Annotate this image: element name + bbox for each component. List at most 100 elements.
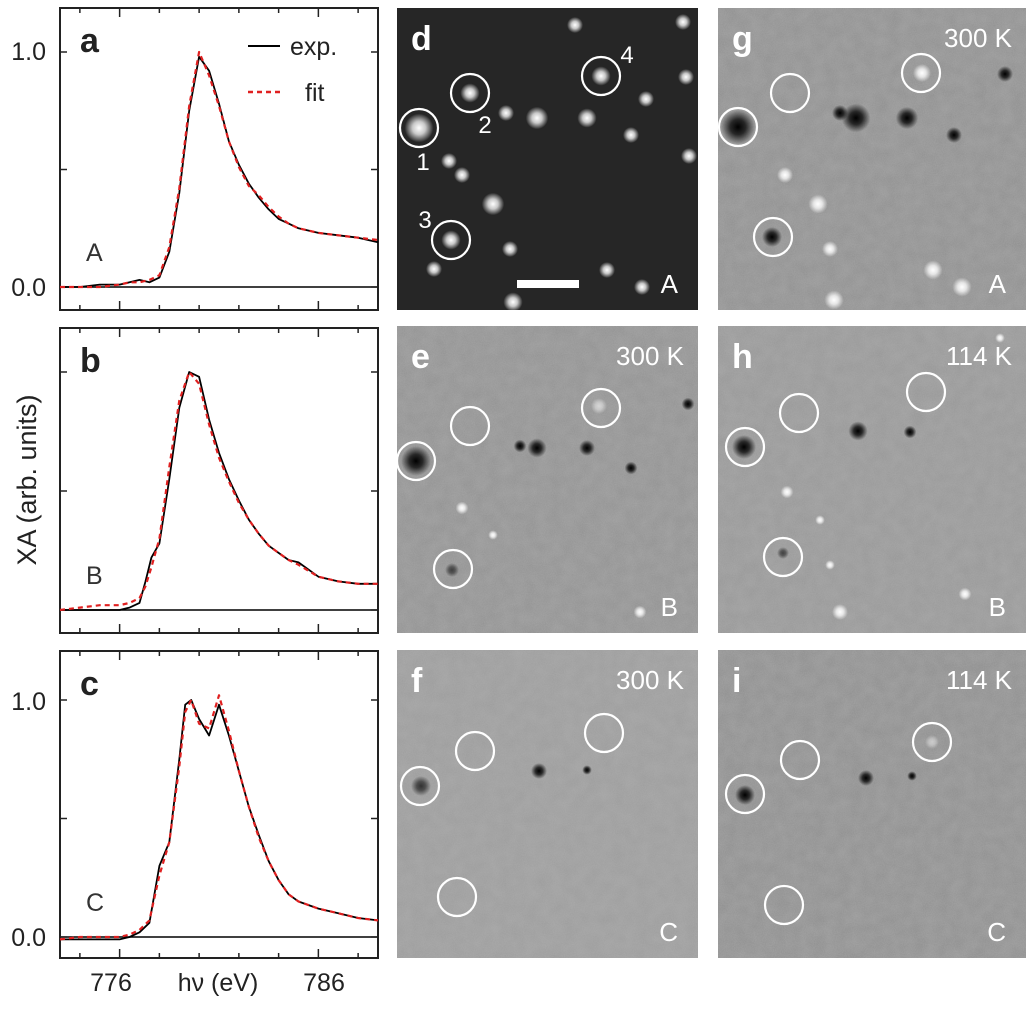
bright-spot (638, 91, 654, 107)
panel-letter-g: g (732, 20, 753, 58)
legend-exp-label: exp. (290, 33, 337, 61)
image-noise (718, 650, 1026, 958)
dark-spot (895, 106, 919, 130)
bright-spot (441, 230, 461, 250)
bright-spot (503, 292, 523, 312)
spectrum-panel-a: aA (60, 8, 379, 310)
series-fit-c (59, 694, 379, 941)
image-noise (397, 650, 698, 958)
spectrum-panel-c: cC (59, 651, 379, 958)
region-label-a: A (86, 239, 103, 267)
x-axis-label: hν (eV) (178, 969, 259, 997)
bright-spot (815, 515, 825, 525)
region-label-b: B (86, 562, 103, 590)
image-panel-h: h 114 K B (718, 326, 1026, 633)
panel-letter-i: i (732, 662, 741, 700)
series-fit-a (60, 50, 379, 289)
image-panel-e: e 300 K B (395, 326, 698, 633)
site-circle-3 (762, 536, 804, 578)
panel-letter-d: d (411, 20, 432, 58)
site-number-4: 4 (620, 42, 633, 69)
region-label-h: B (989, 592, 1006, 622)
y-tick-0-c: 0.0 (11, 924, 46, 952)
dark-spot (582, 765, 592, 775)
region-label-c: C (86, 889, 104, 917)
panel-letter-h: h (732, 338, 753, 376)
bright-spot (675, 14, 691, 30)
temperature-label-g: 300 K (944, 23, 1013, 53)
dark-spot (513, 439, 527, 453)
bright-spot (455, 501, 469, 515)
bright-spot (832, 604, 848, 620)
bright-spot (454, 167, 470, 183)
site-circle-3 (763, 884, 805, 926)
legend-fit-label: fit (305, 79, 325, 107)
bright-spot (923, 260, 943, 280)
bright-spot (488, 530, 498, 540)
x-tick-776: 776 (90, 969, 132, 997)
image-panel-d: 1 2 3 4 d A (397, 8, 698, 312)
panel-letter-a: a (80, 22, 100, 60)
bright-spot (441, 153, 457, 169)
panel-letter-c: c (80, 665, 99, 703)
image-noise (397, 326, 698, 633)
bright-spot (498, 105, 514, 121)
dark-spot (946, 127, 962, 143)
site-circle-4 (900, 52, 942, 94)
site-circle-4 (583, 712, 625, 754)
bright-spot (995, 333, 1005, 343)
site-circle-1 (724, 426, 766, 468)
series-exp-c (60, 699, 379, 941)
panel-a-frame (59, 7, 379, 311)
dark-spot (735, 785, 755, 805)
bright-spot (577, 108, 597, 128)
region-label-d: A (661, 269, 679, 299)
site-circle-1 (398, 107, 440, 149)
temperature-label-h: 114 K (946, 341, 1013, 371)
bright-spot (481, 192, 505, 216)
panel-letter-b: b (80, 342, 101, 380)
bright-spot (599, 262, 615, 278)
site-circle-3 (436, 876, 478, 918)
y-axis-label: XA (arb. units) (12, 394, 42, 565)
dark-spot (848, 421, 868, 441)
site-circle-2 (769, 72, 811, 114)
site-circle-2 (449, 405, 491, 447)
site-circle-2 (449, 72, 491, 114)
site-circle-2 (454, 730, 496, 772)
panel-letter-e: e (411, 338, 430, 376)
bright-spot (825, 560, 835, 570)
bright-spot (525, 106, 549, 130)
region-label-g: A (989, 269, 1007, 299)
site-circle-3 (430, 219, 472, 261)
x-tick-786: 786 (303, 969, 345, 997)
dark-spot (624, 461, 638, 475)
bright-spot (426, 261, 442, 277)
dark-spot (579, 440, 595, 456)
image-panel-f: f 300 K C (397, 650, 698, 958)
site-number-3: 3 (418, 207, 431, 234)
dark-spot (997, 66, 1013, 82)
dark-spot (907, 771, 917, 781)
images-layer: 1 2 3 4 d Ae 300 K Bf 300 K Cg 300 K Ah 114 K Bi 114 K… (395, 8, 1026, 958)
bright-spot (623, 127, 639, 143)
panel-letter-f: f (411, 662, 423, 700)
y-tick-1-c: 1.0 (11, 688, 46, 716)
bright-spot (591, 66, 611, 86)
panel-b-frame (59, 327, 379, 634)
dark-spot (762, 227, 782, 247)
bright-spot (780, 485, 794, 499)
dark-spot (445, 563, 459, 577)
region-label-e: B (661, 592, 678, 622)
site-number-2: 2 (478, 112, 491, 139)
temperature-label-f: 300 K (616, 665, 685, 695)
bright-spot (678, 69, 694, 85)
bright-spot (824, 290, 844, 310)
dark-spot (903, 425, 917, 439)
site-circle-4 (580, 387, 622, 429)
image-noise (718, 326, 1026, 633)
dark-spot (527, 438, 547, 458)
site-circle-1 (399, 765, 441, 807)
dark-spot (401, 446, 431, 476)
